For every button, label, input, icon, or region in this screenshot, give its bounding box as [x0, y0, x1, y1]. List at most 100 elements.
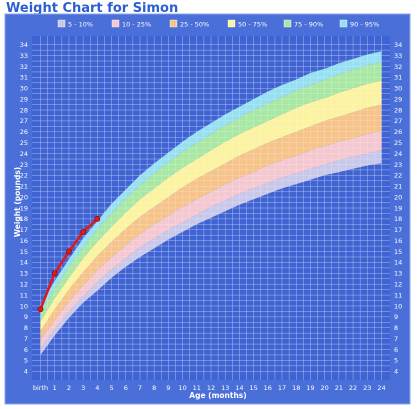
y-tick-label: 8 [394, 324, 398, 332]
legend-swatch [57, 19, 66, 28]
x-tick-label: 24 [377, 384, 385, 392]
x-tick-label: 17 [278, 384, 286, 392]
y-tick-label: 25 [20, 139, 28, 147]
x-tick-label: 4 [95, 384, 99, 392]
y-tick-label: 4 [24, 368, 28, 376]
y-tick-label: 15 [20, 248, 28, 256]
x-tick-label: 7 [138, 384, 142, 392]
x-tick-label: 14 [235, 384, 243, 392]
y-tick-label: 24 [394, 150, 402, 158]
y-tick-label: 9 [24, 313, 28, 321]
percentile-band [40, 62, 382, 322]
legend-label: 50 - 75% [238, 21, 267, 29]
grid-overlay [32, 36, 390, 380]
y-tick-label: 14 [394, 259, 402, 267]
y-tick-label: 27 [20, 117, 28, 125]
y-tick-label: 19 [394, 204, 402, 212]
x-tick-label: 1 [53, 384, 57, 392]
y-tick-label: 15 [394, 248, 402, 256]
legend-swatch [283, 19, 292, 28]
y-tick-label: 10 [20, 302, 28, 310]
y-tick-label: 28 [394, 106, 402, 114]
y-tick-label: 22 [394, 172, 402, 180]
y-tick-label: 21 [20, 183, 28, 191]
legend-swatch [111, 19, 120, 28]
y-tick-label: 26 [394, 128, 402, 136]
y-tick-label: 34 [20, 41, 28, 49]
y-tick-label: 26 [20, 128, 28, 136]
y-tick-label: 10 [394, 302, 402, 310]
y-tick-label: 17 [394, 226, 402, 234]
weight-point [94, 215, 101, 222]
y-tick-label: 12 [20, 281, 28, 289]
y-tick-label: 18 [394, 215, 402, 223]
percentile-bands [40, 51, 382, 355]
y-tick-label: 21 [394, 183, 402, 191]
y-tick-label: 32 [20, 63, 28, 71]
y-tick-label: 13 [394, 270, 402, 278]
percentile-band [40, 104, 382, 340]
y-tick-label: 11 [394, 291, 402, 299]
x-tick-label: 21 [335, 384, 343, 392]
y-tick-label: 22 [20, 172, 28, 180]
y-tick-label: 5 [24, 357, 28, 365]
y-tick-label: 9 [394, 313, 398, 321]
y-tick-label: 23 [394, 161, 402, 169]
y-tick-label: 16 [20, 237, 28, 245]
legend-swatch [169, 19, 178, 28]
y-tick-label: 8 [24, 324, 28, 332]
y-axis-label: Weight (pounds) [13, 167, 22, 237]
weight-point [51, 270, 58, 277]
y-tick-label: 16 [394, 237, 402, 245]
chart-title: Weight Chart for Simon [6, 1, 179, 16]
legend-swatch [339, 19, 348, 28]
weight-point [37, 306, 44, 313]
x-tick-label: 16 [264, 384, 272, 392]
y-tick-label: 32 [394, 63, 402, 71]
y-tick-label: 13 [20, 270, 28, 278]
x-tick-label: 8 [152, 384, 156, 392]
y-tick-label: 6 [394, 346, 398, 354]
y-tick-label: 6 [24, 346, 28, 354]
x-tick-label: 6 [124, 384, 128, 392]
x-tick-label: 12 [207, 384, 215, 392]
y-tick-label: 17 [20, 226, 28, 234]
x-tick-label: 22 [349, 384, 357, 392]
weight-point [66, 248, 72, 255]
y-tick-label: 30 [394, 85, 402, 93]
weight-point [80, 229, 87, 235]
y-tick-label: 30 [20, 85, 28, 93]
y-tick-label: 33 [394, 52, 402, 60]
y-tick-label: 23 [20, 161, 28, 169]
percentile-band [40, 80, 382, 331]
y-tick-label: 20 [20, 193, 28, 201]
y-tick-label: 20 [394, 193, 402, 201]
x-tick-label: 5 [109, 384, 113, 392]
x-axis: birth 1 2 3 4 5 6 7 8 9 10 11 12 13 14 15 16 17 18 19 20 21 22… [33, 384, 386, 392]
y-tick-label: 31 [20, 74, 28, 82]
x-axis-label: Age (months) [189, 391, 246, 400]
legend-label: 10 - 25% [122, 21, 151, 29]
y-tick-label: 14 [20, 259, 28, 267]
x-tick-label: 23 [363, 384, 371, 392]
y-tick-label: 31 [394, 74, 402, 82]
x-tick-label: 3 [81, 384, 85, 392]
legend-label: 5 - 10% [68, 21, 93, 29]
y-tick-label: 7 [394, 335, 398, 343]
legend-label: 90 - 95% [350, 21, 379, 29]
y-tick-label: 4 [394, 368, 398, 376]
x-tick-label: 13 [221, 384, 229, 392]
x-tick-label: 11 [193, 384, 201, 392]
y-tick-label: 7 [24, 335, 28, 343]
y-tick-label: 29 [394, 95, 402, 103]
y-tick-label: 24 [20, 150, 28, 158]
percentile-band [40, 130, 382, 349]
legend-swatch [227, 19, 236, 28]
y-tick-label: 11 [20, 291, 28, 299]
legend: 5 - 10% 10 - 25% 25 - 50% 50 - 75% 75 - 90% 9… [57, 19, 379, 29]
y-tick-label: 12 [394, 281, 402, 289]
y-axis-left: 4 5 6 7 8 9 10 11 12 13 14 15 16 17 18 19 20 21 22 23 24 25 26… [20, 41, 28, 376]
x-tick-label: 15 [249, 384, 257, 392]
x-tick-label: 10 [178, 384, 186, 392]
y-tick-label: 5 [394, 357, 398, 365]
